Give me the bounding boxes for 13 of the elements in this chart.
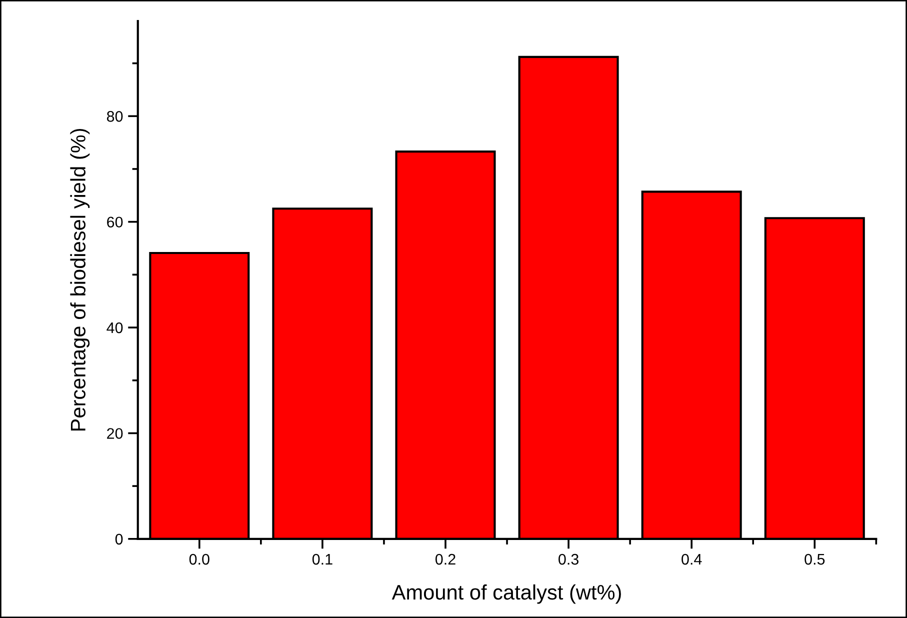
y-tick-label: 80 xyxy=(106,111,123,122)
x-tick-label: 0.3 xyxy=(558,554,578,565)
x-tick-label: 0.2 xyxy=(435,554,456,565)
y-tick-label: 60 xyxy=(107,216,123,228)
x-tick-label: 0.4 xyxy=(682,554,702,565)
x-tick-label: 0.1 xyxy=(312,554,332,565)
y-tick-label: 40 xyxy=(106,322,123,334)
y-tick-label: 20 xyxy=(107,428,123,439)
y-axis-title: Percentage of biodiesel yield (%) xyxy=(70,128,90,431)
y-tick-label: 0 xyxy=(115,534,123,545)
x-tick-label: 0.5 xyxy=(804,554,825,565)
x-axis-title: Amount of catalyst (wt%) xyxy=(392,584,621,604)
x-tick-label: 0.0 xyxy=(189,554,210,565)
